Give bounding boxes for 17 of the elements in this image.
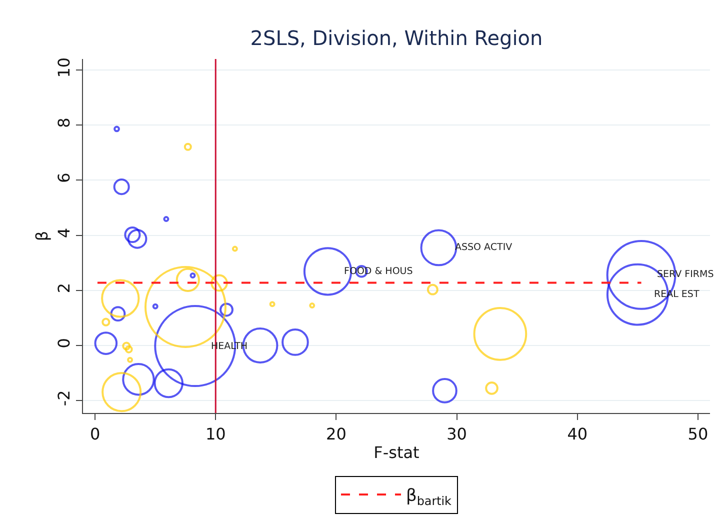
- x-tick-label: 50: [688, 424, 708, 444]
- y-tick-label: -2: [54, 390, 74, 406]
- x-tick-label: 40: [567, 424, 588, 444]
- y-tick-label: 4: [54, 228, 74, 238]
- x-tick-label: 20: [326, 424, 346, 444]
- y-tick-label: 0: [54, 338, 74, 348]
- y-axis-title: β: [32, 230, 52, 242]
- y-tick-label: 6: [54, 172, 74, 183]
- x-tick-label: 30: [446, 424, 467, 444]
- chart-title: 2SLS, Division, Within Region: [250, 26, 543, 50]
- y-tick-label: 10: [54, 57, 74, 78]
- x-tick-label: 10: [205, 424, 226, 444]
- x-tick-label: 0: [90, 424, 100, 444]
- legend-label: β$_{bartik}$: [406, 486, 452, 508]
- x-axis-title: F-stat: [374, 443, 420, 462]
- y-tick-label: 8: [54, 118, 74, 128]
- y-tick-label: 2: [54, 282, 74, 294]
